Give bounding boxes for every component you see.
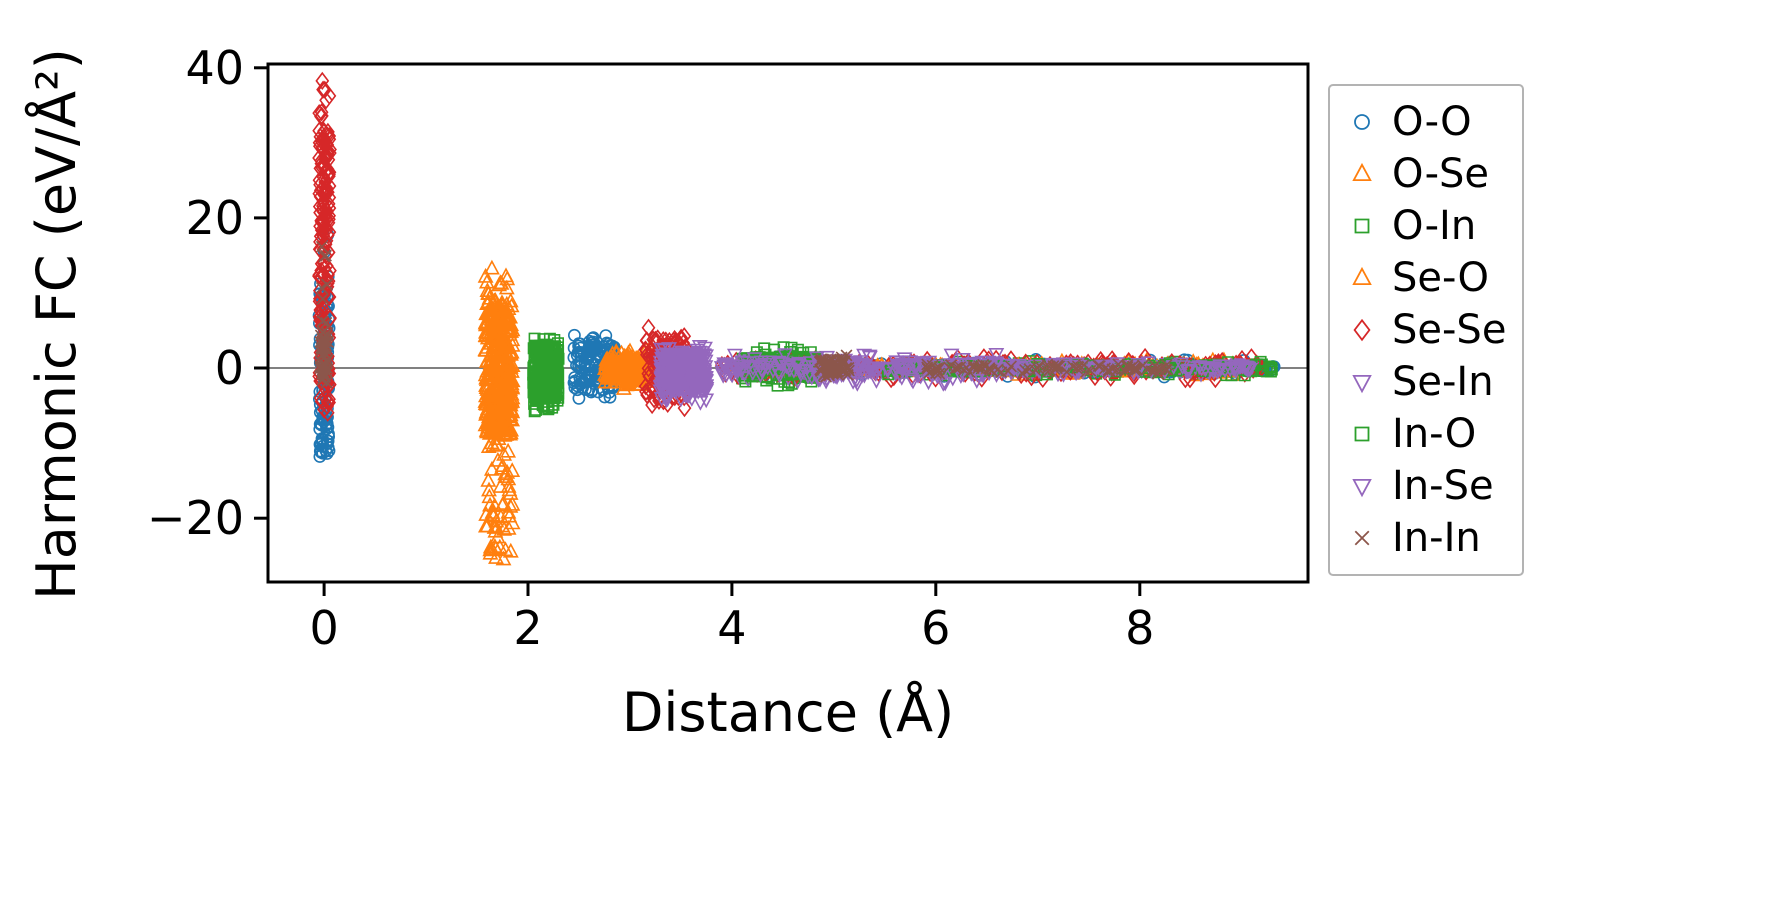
triangle-up-marker-icon <box>1352 266 1372 285</box>
legend-item-O-O: O-O <box>1342 96 1522 148</box>
legend-item-O-In: O-In <box>1342 200 1522 252</box>
diamond-marker-icon <box>1353 318 1371 342</box>
legend-label: In-In <box>1392 515 1481 561</box>
legend-label: Se-O <box>1392 255 1490 301</box>
legend-item-Se-O: Se-O <box>1342 252 1522 304</box>
legend-label: O-In <box>1392 203 1477 249</box>
legend-label: O-O <box>1392 99 1472 145</box>
y-axis-label: Harmonic FC (eV/Å²) <box>25 48 88 600</box>
legend-label: In-Se <box>1392 463 1494 509</box>
legend-label: Se-In <box>1392 359 1494 405</box>
y-tick-label: 0 <box>215 341 244 395</box>
x-tick-label: 0 <box>309 601 338 655</box>
x-tick-label: 6 <box>921 601 950 655</box>
series-Se-O <box>477 267 1246 566</box>
legend: O-O O-Se O-In Se-O Se-Se Se-In In-O In-Se In-In <box>1328 84 1524 576</box>
legend-item-In-O: In-O <box>1342 408 1522 460</box>
legend-item-Se-Se: Se-Se <box>1342 304 1522 356</box>
series-O-Se <box>477 259 1250 560</box>
x-axis-label: Distance (Å) <box>621 681 955 744</box>
plot-frame <box>266 62 1310 584</box>
series-In-In <box>314 240 1173 389</box>
y-tick-label: 20 <box>185 191 244 245</box>
y-ticks: −20 0 20 40 <box>147 41 268 545</box>
legend-item-In-In: In-In <box>1342 512 1522 564</box>
legend-label: In-O <box>1392 411 1477 457</box>
x-tick-label: 2 <box>513 601 542 655</box>
x-ticks: 0 2 4 6 8 <box>309 582 1154 655</box>
x-tick-label: 4 <box>717 601 746 655</box>
legend-label: O-Se <box>1392 151 1490 197</box>
x-tick-label: 8 <box>1125 601 1154 655</box>
circle-marker-icon <box>1354 114 1370 130</box>
triangle-down-marker-icon <box>1352 375 1372 394</box>
legend-item-In-Se: In-Se <box>1342 460 1522 512</box>
square-marker-icon <box>1354 218 1370 234</box>
series-group <box>312 71 1281 566</box>
legend-item-Se-In: Se-In <box>1342 356 1522 408</box>
legend-item-O-Se: O-Se <box>1342 148 1522 200</box>
y-tick-label: 40 <box>185 41 244 95</box>
triangle-up-marker-icon <box>1352 162 1372 181</box>
y-tick-label: −20 <box>147 491 244 545</box>
x-marker-icon <box>1354 530 1370 546</box>
square-marker-icon <box>1354 426 1370 442</box>
legend-label: Se-Se <box>1392 307 1507 353</box>
triangle-down-marker-icon <box>1352 479 1372 498</box>
